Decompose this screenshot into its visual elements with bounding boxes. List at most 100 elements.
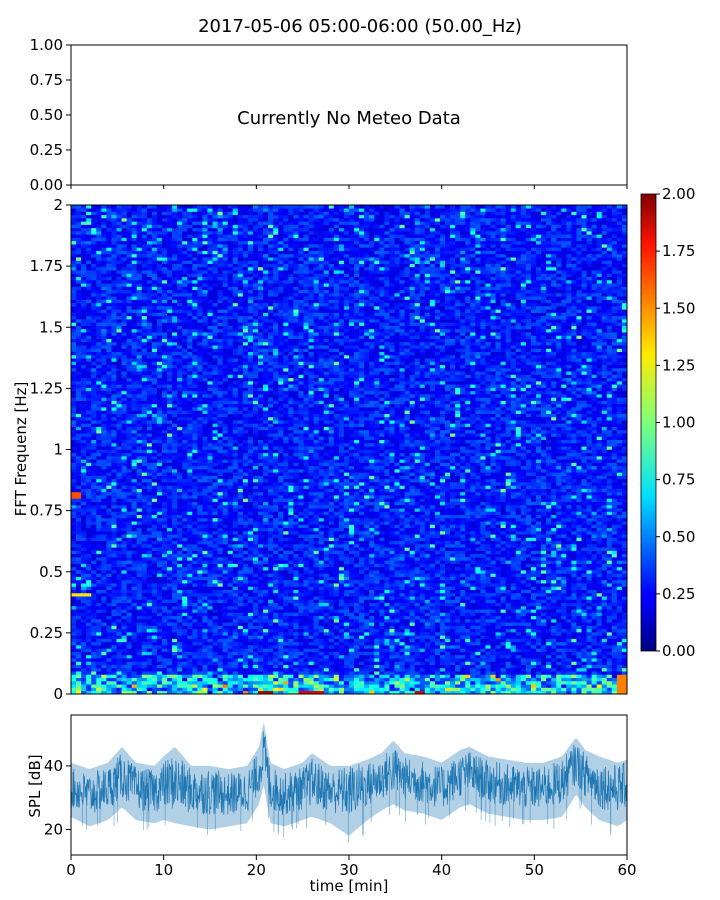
spectrogram-cell [111,247,117,251]
spectrogram-cell [106,690,112,695]
spectrogram-cell [91,442,97,447]
meteo-axes-frame [70,44,628,186]
spectrogram-cell [227,619,234,623]
spectrogram-cell [177,315,183,320]
spectrogram-cell [172,423,178,427]
spectrogram-cell [156,514,163,519]
spectrogram-cell [136,276,143,281]
spectrogram-cell [91,208,97,212]
spectrogram-cell [217,266,223,271]
spectrogram-cell [197,557,203,561]
spectrogram-cell [126,354,132,359]
spectrogram-cell [136,488,143,493]
spectrogram-cell [182,407,188,411]
spectrogram-cell [156,394,163,398]
spectrogram-cell [121,240,127,245]
spectrogram-cell [71,635,77,639]
spectrogram-cell [116,684,122,688]
spectrogram-cell [76,240,82,245]
spectrogram-cell [156,648,163,652]
spectrogram-cell [202,283,208,287]
spectrogram-cell [86,312,92,317]
spectrogram-cell [71,583,77,587]
spectrogram-cell [91,560,97,564]
spectrogram-cell [86,485,92,489]
spectrogram-cell [222,547,228,551]
spectrogram-cell [111,651,117,656]
spectrogram-cell [101,472,107,476]
spectrogram-cell [167,521,173,525]
spectrogram-cell [116,302,122,307]
spectrogram-cell [161,602,168,607]
spectrogram-cell [146,508,153,512]
spectrogram-cell [212,381,218,385]
spectrogram-cell [232,540,239,545]
spectrogram-cell [202,351,208,356]
spectrogram-cell [161,328,168,333]
spectrogram-cell [182,345,188,349]
spectrogram-cell [182,426,188,431]
spectrogram-cell [126,361,132,366]
spectrogram-cell [172,413,178,418]
spectrogram-cell [146,664,153,669]
spectrogram-cell [161,537,168,542]
spectrogram-cell [131,218,137,222]
spectrogram-cell [222,560,228,564]
spectrogram-cell [227,534,234,538]
spectrogram-cell [141,257,148,261]
spectrogram-cell [182,286,188,291]
spectrogram-cell [202,671,208,675]
spectrogram-cell [207,247,213,251]
spectrogram-cell [81,498,87,502]
spectrogram-cell [212,354,218,359]
spectrogram-cell [126,495,132,499]
spectrogram-cell [177,429,183,434]
spectrogram-cell [227,495,234,499]
spectrogram-cell [81,377,87,382]
spectrogram-cell [86,456,92,460]
spectrogram-cell [101,276,107,281]
spectrogram-cell [232,423,239,427]
spectrogram-cell [207,446,213,450]
spectrogram-cell [86,495,92,499]
spectrogram-cell [96,583,102,587]
spectrogram-cell [232,589,239,594]
spectrogram-cell [212,524,218,529]
spectrogram-cell [111,244,117,248]
spectrogram-cell [177,293,183,297]
spectrogram-cell [136,517,143,522]
spectrogram-cell [177,423,183,427]
spectrogram-cell [207,521,213,525]
spectrogram-cell [212,622,218,626]
spectrogram-cell [227,381,234,385]
spectrogram-cell [177,589,183,594]
spectrogram-cell [126,485,132,489]
spectrogram-cell [237,674,244,678]
spectrogram-cell [116,589,122,594]
spectrogram-cell [197,514,203,519]
spectrogram-cell [96,279,102,284]
spectrogram-cell [121,684,127,688]
spectrogram-cell [182,328,188,333]
spectrogram-cell [146,420,153,424]
spectrogram-cell [156,651,163,656]
spectrogram-cell [126,214,132,219]
spectrogram-cell [101,299,107,304]
spectrogram-cell [202,247,208,251]
spectrogram-cell [212,658,218,662]
spectrogram-cell [227,211,234,216]
spectrogram-cell [111,570,117,574]
spectrogram-cell [91,322,97,326]
spectrogram-cell [121,394,127,398]
spectrogram-cell [187,615,193,620]
spectrogram-cell [202,221,208,225]
spectrogram-cell [111,328,117,333]
spectrogram-cell [172,299,178,304]
spectrogram-cell [227,315,234,320]
spectrogram-cell [86,387,92,392]
spectrogram-cell [86,534,92,538]
spectrogram-cell [136,426,143,431]
spectrogram-cell [167,283,173,287]
spectrogram-cell [177,491,183,496]
spectrogram-cell [156,677,163,682]
